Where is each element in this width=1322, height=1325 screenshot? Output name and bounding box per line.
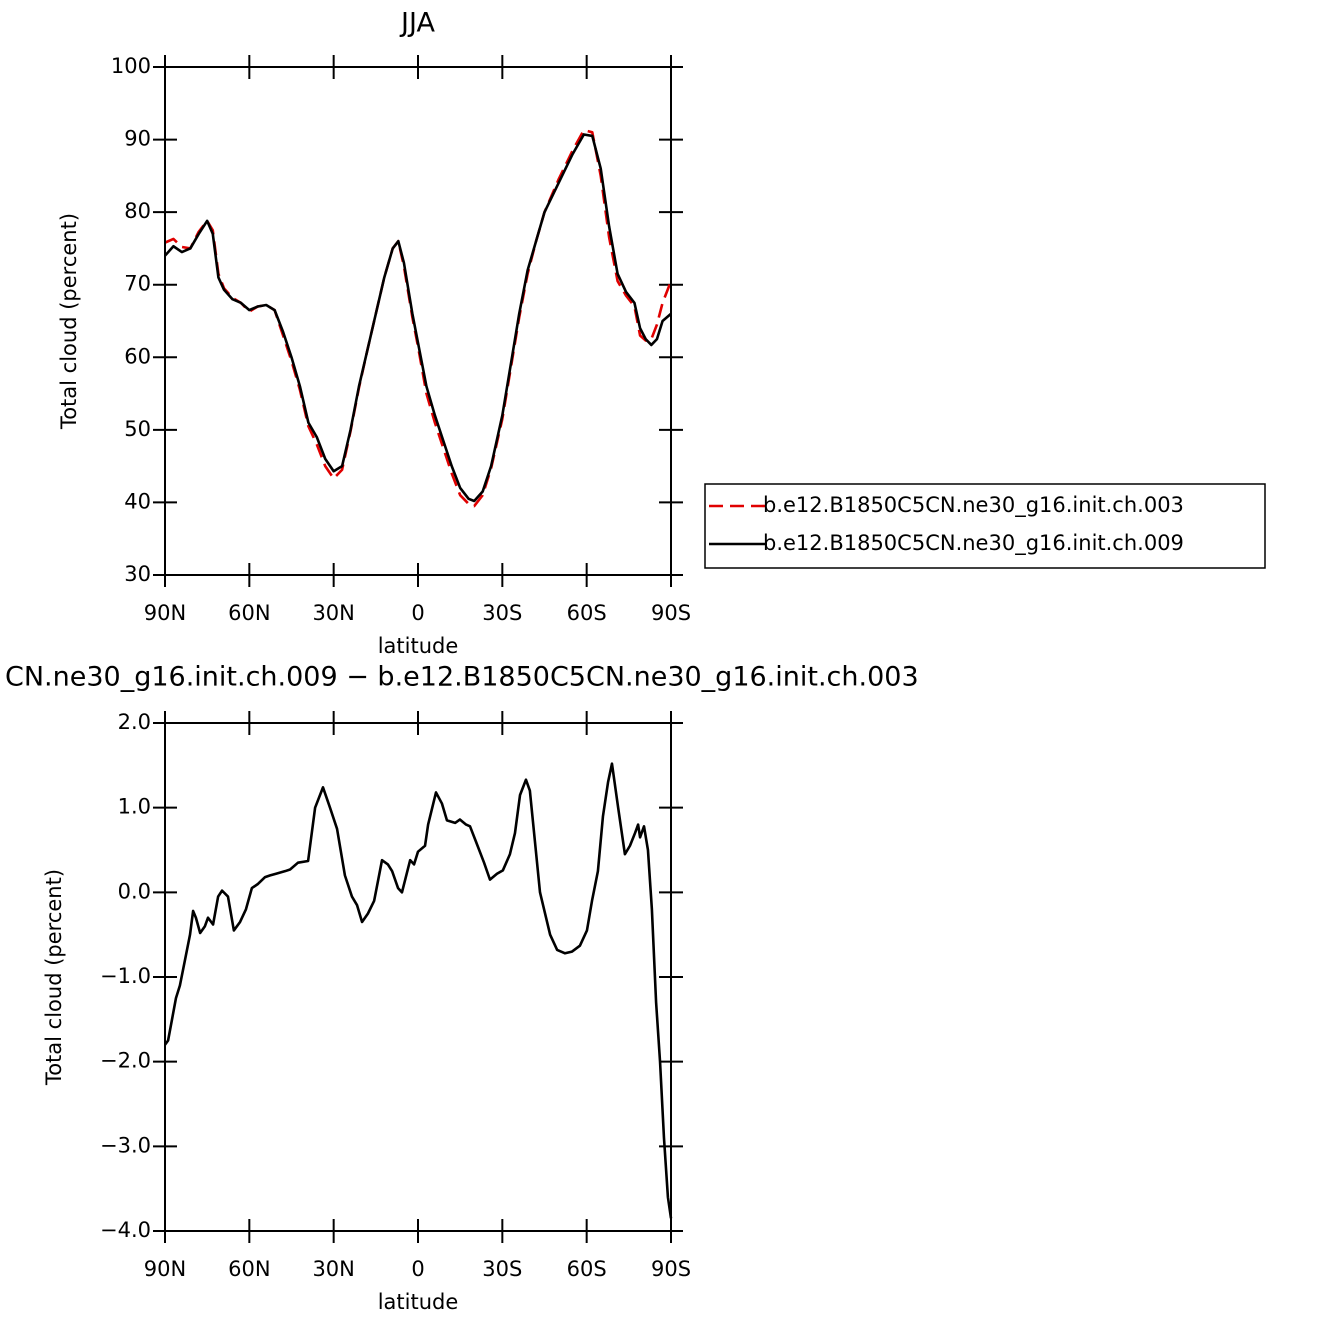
y-tick-label: 60 — [124, 344, 151, 368]
chart-title: JJA — [399, 8, 435, 39]
y-tick-label: −1.0 — [100, 964, 151, 988]
x-tick-label: 90S — [651, 601, 691, 625]
plot-frame — [164, 66, 672, 576]
y-tick-label: 80 — [124, 199, 151, 223]
x-tick-label: 0 — [411, 601, 424, 625]
plot-frame — [164, 722, 672, 1232]
legend-frame — [704, 483, 1266, 569]
y-tick-label: 2.0 — [118, 710, 151, 734]
data-line — [163, 762, 673, 1219]
x-tick-label: 60N — [228, 1257, 270, 1281]
chart-title: CN.ne30_g16.init.ch.009 − b.e12.B1850C5C… — [5, 662, 919, 693]
y-tick-label: −4.0 — [100, 1218, 151, 1242]
y-tick-label: −2.0 — [100, 1049, 151, 1073]
y-tick-label: 90 — [124, 127, 151, 151]
y-tick-label: 70 — [124, 272, 151, 296]
x-tick-label: 60N — [228, 601, 270, 625]
x-tick-label: 30S — [482, 1257, 522, 1281]
y-tick-label: 50 — [124, 417, 151, 441]
legend-label: b.e12.B1850C5CN.ne30_g16.init.ch.003 — [763, 493, 1184, 518]
y-axis-label: Total cloud (percent) — [57, 213, 81, 430]
legend-label: b.e12.B1850C5CN.ne30_g16.init.ch.009 — [763, 531, 1184, 556]
x-axis-label: latitude — [378, 1290, 459, 1314]
legend: b.e12.B1850C5CN.ne30_g16.init.ch.003 b.e1… — [704, 483, 1266, 569]
data-line — [164, 128, 673, 508]
x-tick-label: 30N — [312, 601, 354, 625]
x-tick-label: 0 — [411, 1257, 424, 1281]
x-tick-label: 90N — [144, 1257, 186, 1281]
y-tick-label: −3.0 — [100, 1133, 151, 1157]
x-tick-label: 60S — [567, 601, 607, 625]
x-tick-label: 60S — [567, 1257, 607, 1281]
y-tick-label: 1.0 — [118, 795, 151, 819]
x-tick-label: 30S — [482, 601, 522, 625]
data-line — [164, 133, 672, 503]
y-tick-label: 100 — [111, 54, 151, 78]
x-axis-label: latitude — [378, 634, 459, 658]
y-tick-label: 40 — [124, 489, 151, 513]
y-tick-label: 0.0 — [118, 879, 151, 903]
y-axis-label: Total cloud (percent) — [42, 869, 66, 1086]
y-tick-label: 30 — [124, 562, 151, 586]
x-tick-label: 30N — [312, 1257, 354, 1281]
x-tick-label: 90S — [651, 1257, 691, 1281]
x-tick-label: 90N — [144, 601, 186, 625]
